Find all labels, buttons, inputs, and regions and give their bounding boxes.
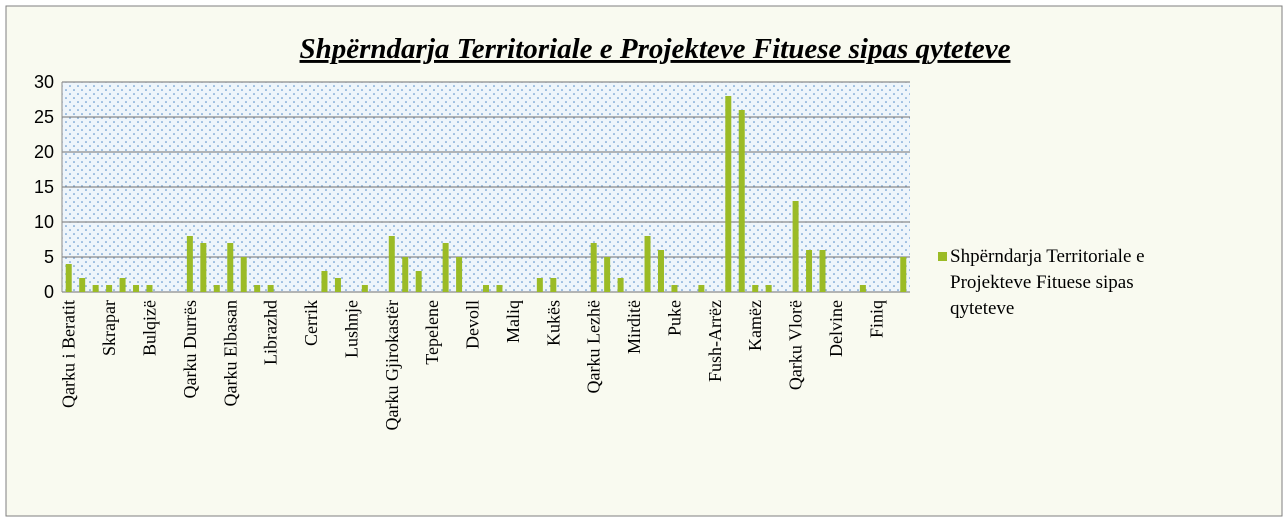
x-tick-label: Finiq	[866, 300, 886, 338]
chart-title: Shpërndarja Territoriale e Projekteve Fi…	[300, 33, 1011, 65]
bar	[119, 278, 126, 292]
bar	[859, 285, 866, 292]
x-tick-label: Puke	[664, 300, 684, 336]
x-tick-label: Qarku i Beratit	[59, 300, 79, 408]
bar	[92, 285, 99, 292]
bar	[388, 236, 395, 292]
bar	[133, 285, 140, 292]
x-tick-label: Lushnje	[341, 300, 361, 358]
x-tick-label: Tepelene	[422, 300, 442, 365]
bar	[213, 285, 220, 292]
bar	[267, 285, 274, 292]
y-tick-label: 10	[34, 212, 54, 232]
x-tick-label: Delvine	[826, 300, 846, 357]
bar	[254, 285, 261, 292]
bar	[240, 257, 247, 292]
bar	[402, 257, 409, 292]
x-tick-label: Skrapar	[99, 300, 119, 356]
x-tick-label: Kukës	[543, 300, 563, 346]
x-tick-label: Qarku Gjirokastër	[382, 300, 402, 430]
x-tick-label: Qarku Elbasan	[220, 300, 240, 406]
bar	[617, 278, 624, 292]
x-tick-label: Devoll	[463, 300, 483, 349]
bar	[442, 243, 449, 292]
y-tick-label: 5	[44, 247, 54, 267]
bar	[186, 236, 193, 292]
x-tick-label: Qarku Durrës	[180, 300, 200, 398]
bar	[806, 250, 813, 292]
bar	[321, 271, 328, 292]
x-tick-label: Fush-Arrëz	[705, 300, 725, 382]
bar	[604, 257, 611, 292]
x-tick-label: Kamëz	[745, 300, 765, 351]
bar	[200, 243, 207, 292]
bar	[698, 285, 705, 292]
bar	[483, 285, 489, 292]
bar	[752, 285, 759, 292]
bar	[819, 250, 826, 292]
y-tick-label: 30	[34, 72, 54, 92]
bar	[106, 285, 113, 292]
bar	[765, 285, 772, 292]
bar	[146, 285, 153, 292]
bar	[725, 96, 732, 292]
y-tick-label: 25	[34, 107, 54, 127]
bar	[738, 110, 745, 292]
x-tick-label: Maliq	[503, 300, 523, 343]
x-tick-label: Qarku Lezhë	[584, 300, 604, 393]
bar	[792, 201, 799, 292]
x-tick-label: Bulqizë	[139, 300, 159, 356]
bar	[79, 278, 86, 292]
bar	[536, 278, 543, 292]
bar	[644, 236, 651, 292]
x-tick-label: Qarku Vlorë	[786, 300, 806, 390]
y-tick-label: 15	[34, 177, 54, 197]
bar	[671, 285, 678, 292]
bar	[65, 264, 72, 292]
y-tick-label: 0	[44, 282, 54, 302]
x-tick-label: Mirditë	[624, 300, 644, 354]
bar	[227, 243, 234, 292]
bar	[550, 278, 557, 292]
y-tick-label: 20	[34, 142, 54, 162]
bar	[900, 257, 907, 292]
bar	[496, 285, 503, 292]
x-tick-label: Cerrik	[301, 300, 321, 346]
bar	[334, 278, 341, 292]
bar	[456, 257, 463, 292]
legend-swatch	[938, 252, 947, 261]
legend-label: Shpërndarja Territoriale e Projekteve Fit…	[950, 246, 1145, 319]
bar	[415, 271, 422, 292]
bar	[590, 243, 597, 292]
bar	[361, 285, 368, 292]
bar	[657, 250, 664, 292]
x-tick-label: Librazhd	[261, 300, 281, 365]
